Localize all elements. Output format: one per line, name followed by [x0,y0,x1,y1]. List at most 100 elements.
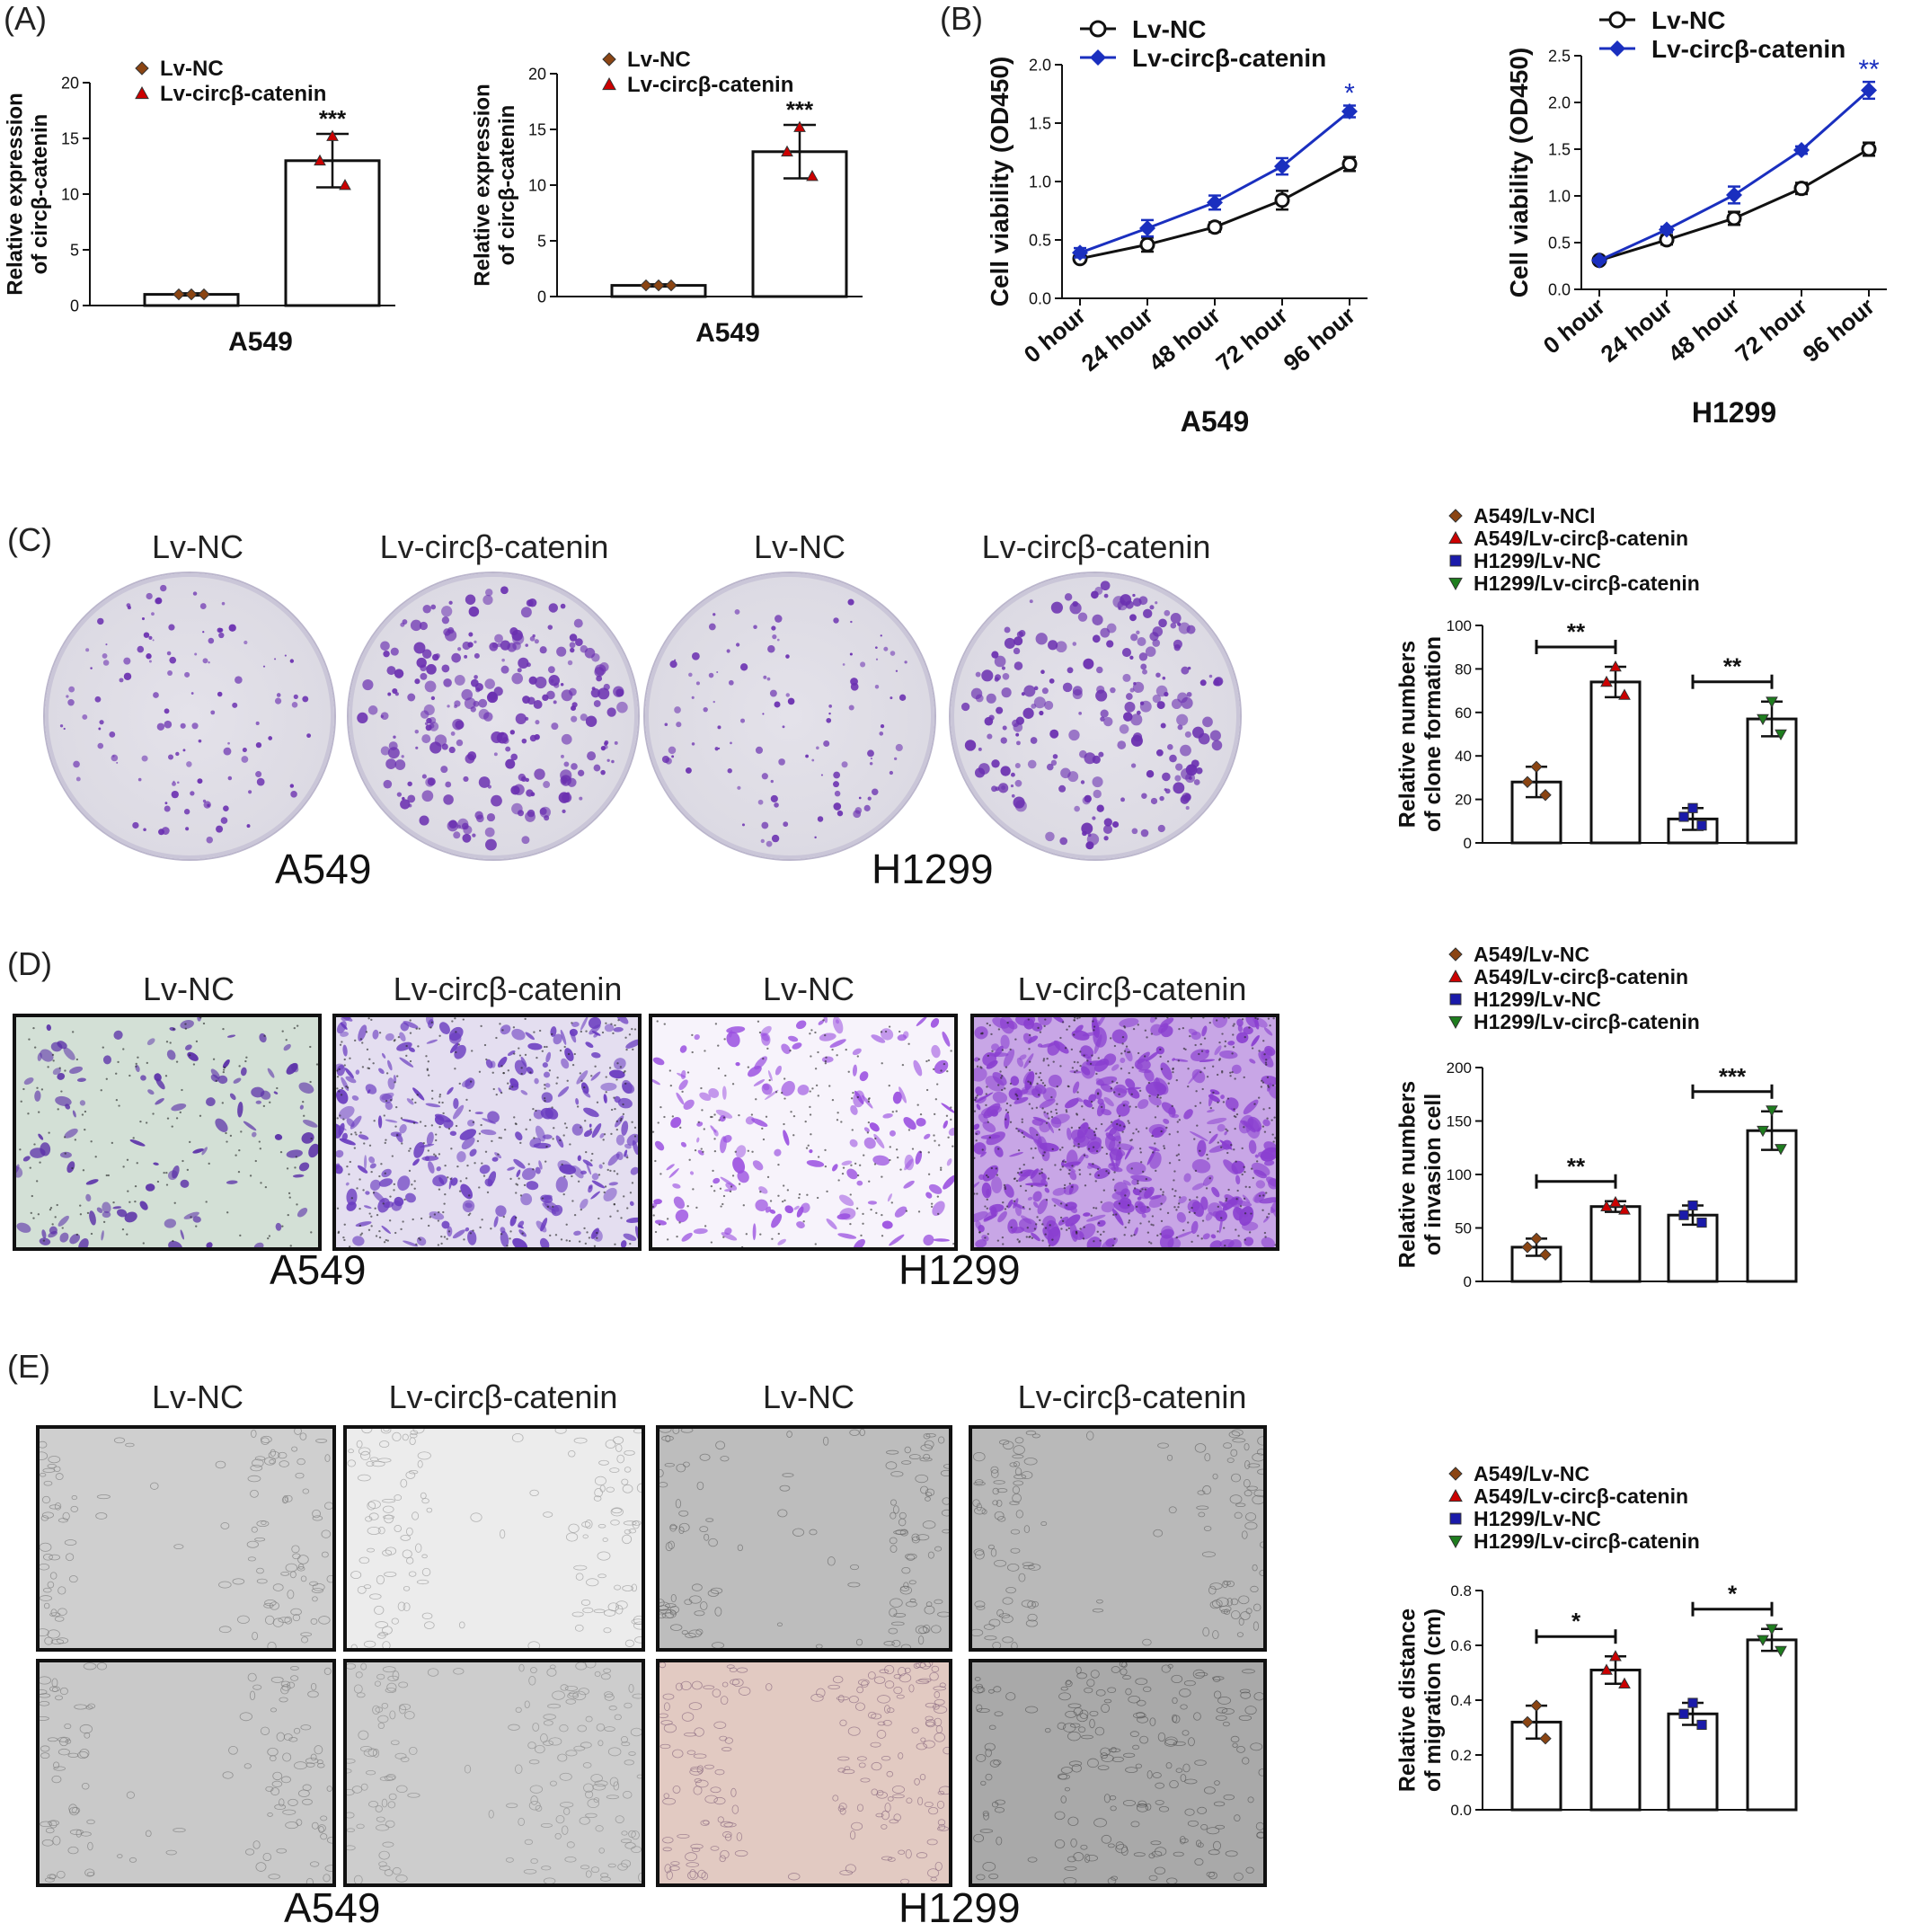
pore [413,1187,416,1190]
migrating-cell [896,1694,905,1699]
pore [1070,1048,1074,1050]
stained-cell [1023,1053,1034,1069]
stained-cell [1083,1099,1093,1108]
migrating-cell [659,1743,671,1750]
bar [1589,1205,1642,1283]
migrating-cell [284,1616,293,1625]
stained-cell [226,1034,236,1038]
panel-label-d: (D) [7,945,52,982]
pore [1064,1047,1067,1050]
stained-cell [333,1165,343,1174]
colony [863,804,871,811]
migrating-cell [1158,1806,1170,1812]
migrating-cell [281,1496,288,1504]
pore [1131,1066,1134,1069]
migrating-cell [1166,1454,1173,1461]
pore [1151,1135,1154,1138]
pore [84,1129,86,1131]
migrating-cell [594,1671,601,1677]
stained-cell [286,1062,298,1075]
pore [721,1202,724,1206]
migrating-cell [877,1695,890,1704]
pore [873,1163,877,1165]
pore [1094,1128,1098,1130]
legend-marker [1448,509,1463,523]
colony [889,770,894,775]
colony-dish-h1299-lvcirc [951,573,1240,859]
legend-label: Lv-circβ-catenin [1132,44,1326,72]
stained-cell [112,1206,122,1210]
stained-cell [1031,1022,1043,1032]
pore [1233,1023,1235,1025]
stained-cell [1030,1168,1039,1179]
migrating-cell [1014,1467,1022,1476]
colony-dish-a549-lvcirc [349,573,638,859]
migrating-cell [881,1810,890,1821]
y-axis-title-line: Relative distance [1394,1609,1420,1792]
pore [465,1177,468,1180]
colony [533,700,543,709]
pore [165,1041,169,1043]
pore [571,1174,573,1178]
migrating-cell [381,1798,388,1808]
migrating-cell [357,1585,367,1594]
colony [1013,647,1021,655]
pore [1176,1130,1179,1133]
migrating-cell [228,1745,238,1755]
pore [1193,1211,1196,1215]
stained-cell [973,1123,980,1130]
migrating-cell [925,1496,931,1502]
stained-cell [973,1142,987,1155]
pore [933,1112,936,1115]
stained-cell [226,1180,238,1184]
stained-cell [871,1034,886,1043]
migrating-cell [47,1463,57,1468]
pore [1047,1064,1050,1067]
pore [718,1119,721,1121]
stained-cell [1262,1216,1270,1223]
colony [450,731,456,736]
stained-cell [192,1216,201,1223]
colony [276,693,281,697]
migrating-cell [1125,1688,1132,1696]
pore [1156,1105,1159,1108]
pore [932,1068,935,1071]
pore [472,1121,475,1123]
pore [1078,1168,1081,1172]
stained-cell [526,1181,539,1191]
stained-cell [1003,1049,1015,1068]
pore [225,1131,227,1135]
migrating-cell [993,1759,1002,1766]
migrating-cell [47,1581,55,1589]
stained-cell [997,1210,1007,1223]
migrating-cell [976,1753,987,1762]
pore [1063,1186,1066,1190]
colony [207,803,210,807]
pore [1016,1238,1019,1241]
migrating-cell [736,1832,743,1841]
migrating-cell [279,1697,288,1703]
migrating-cell [573,1564,588,1571]
stained-cell [1024,1071,1035,1091]
migrating-cell [600,1873,609,1878]
pore [1076,1017,1079,1020]
pore [296,1024,299,1027]
significance-label: * [1344,79,1355,109]
pore [437,1244,440,1246]
stained-cell [434,1113,451,1122]
colony [1143,608,1153,619]
pore [181,1159,184,1163]
pore [1139,1161,1143,1164]
pore [986,1086,988,1088]
pore [524,1017,527,1021]
colony [573,618,583,628]
data-point [1793,181,1810,197]
pore [1160,1202,1163,1205]
pore [724,1074,727,1077]
migrating-cell [1111,1746,1117,1753]
migrating-cell [1161,1664,1171,1673]
stained-cell [1191,1068,1206,1084]
colony [718,747,721,750]
pore [519,1141,522,1144]
pore [573,1214,577,1217]
